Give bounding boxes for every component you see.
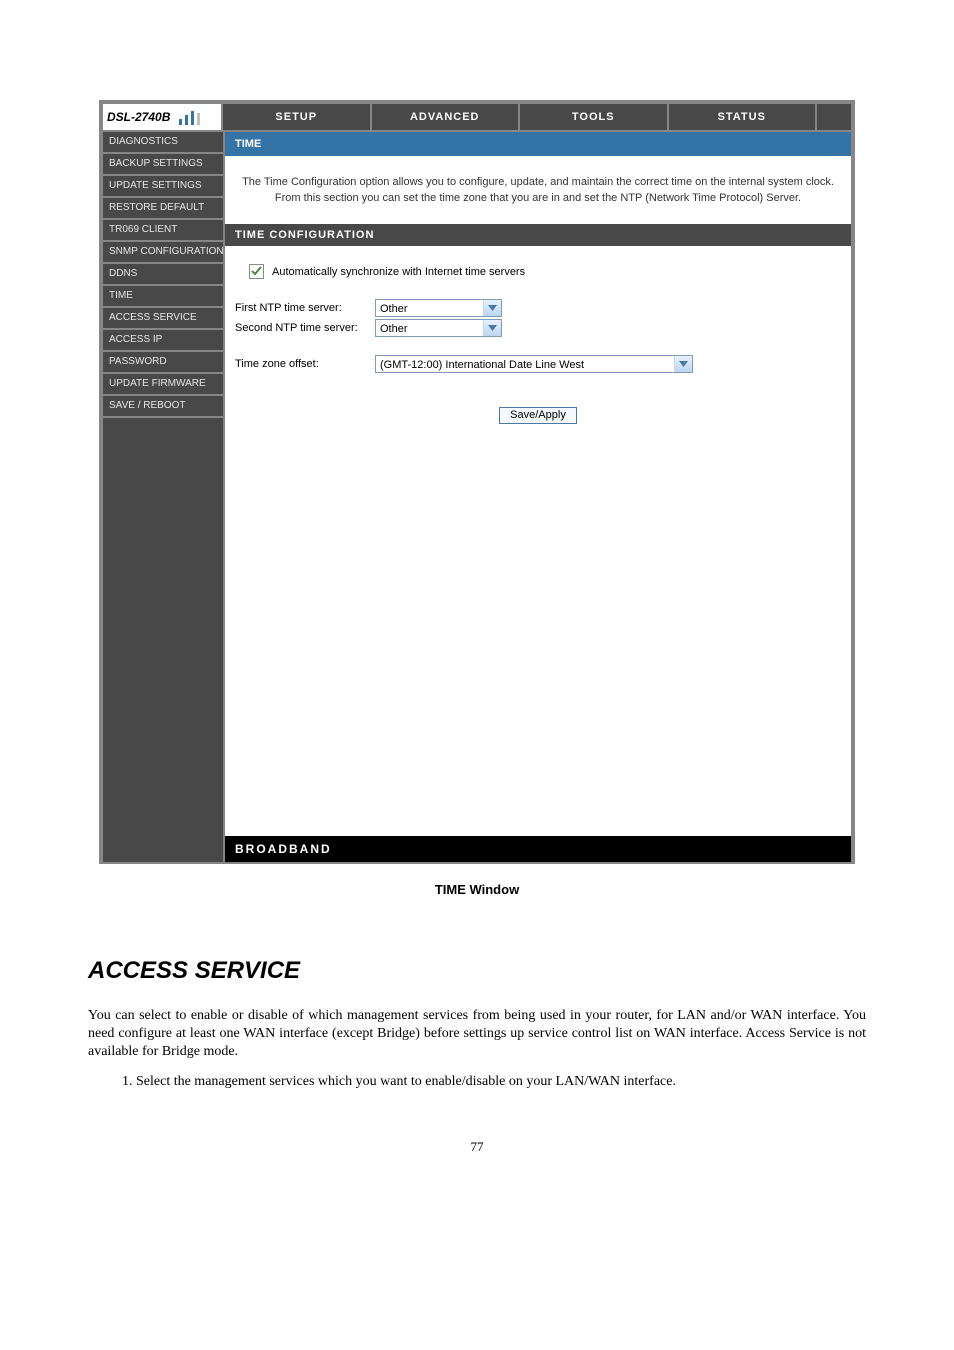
- ntp1-value: Other: [376, 300, 483, 316]
- top-tabs: SETUP ADVANCED TOOLS STATUS: [223, 104, 851, 130]
- device-logo: DSL-2740B: [103, 104, 223, 130]
- check-icon: [251, 266, 262, 277]
- brand-footer: BROADBAND: [225, 836, 851, 862]
- apply-row: Save/Apply: [235, 407, 841, 424]
- time-form: Automatically synchronize with Internet …: [225, 246, 851, 434]
- sidebar-item-access-service[interactable]: ACCESS SERVICE: [103, 308, 223, 330]
- top-bar: DSL-2740B SETUP ADVANCED TOOLS STATUS: [103, 104, 851, 132]
- sidebar-item-restore-default[interactable]: RESTORE DEFAULT: [103, 198, 223, 220]
- sidebar-item-save-reboot[interactable]: SAVE / REBOOT: [103, 396, 223, 418]
- autosync-checkbox[interactable]: [249, 264, 264, 279]
- tab-status[interactable]: STATUS: [669, 104, 818, 130]
- ntp2-select[interactable]: Other: [375, 319, 502, 337]
- sidebar-item-diagnostics[interactable]: DIAGNOSTICS: [103, 132, 223, 154]
- tz-label: Time zone offset:: [235, 358, 375, 370]
- sidebar-item-tr069-client[interactable]: TR069 CLIENT: [103, 220, 223, 242]
- doc-paragraph: You can select to enable or disable of w…: [88, 1007, 866, 1061]
- sidebar-item-snmp-configuration[interactable]: SNMP CONFIGURATION: [103, 242, 223, 264]
- tab-spacer: [817, 104, 851, 130]
- ntp2-row: Second NTP time server: Other: [235, 319, 841, 337]
- router-window: DSL-2740B SETUP ADVANCED TOOLS STATUS: [99, 100, 855, 864]
- sidebar-item-password[interactable]: PASSWORD: [103, 352, 223, 374]
- autosync-row: Automatically synchronize with Internet …: [249, 264, 841, 279]
- ntp2-value: Other: [376, 320, 483, 336]
- tz-value: (GMT-12:00) International Date Line West: [376, 356, 674, 372]
- tab-tools[interactable]: TOOLS: [520, 104, 669, 130]
- device-model: DSL-2740B: [107, 110, 170, 124]
- ntp1-label: First NTP time server:: [235, 302, 375, 314]
- page-number: 77: [88, 1139, 866, 1155]
- tab-setup[interactable]: SETUP: [223, 104, 372, 130]
- save-apply-button[interactable]: Save/Apply: [499, 407, 577, 424]
- doc-list-item: Select the management services which you…: [136, 1073, 866, 1091]
- chevron-down-icon: [674, 356, 692, 372]
- chevron-down-icon: [483, 300, 501, 316]
- signal-bars-icon: [176, 109, 200, 125]
- content-area: TIME The Time Configuration option allow…: [223, 132, 851, 862]
- sidebar-item-time[interactable]: TIME: [103, 286, 223, 308]
- doc-list: Select the management services which you…: [88, 1073, 866, 1091]
- autosync-label: Automatically synchronize with Internet …: [272, 266, 525, 278]
- tab-advanced[interactable]: ADVANCED: [372, 104, 521, 130]
- tz-row: Time zone offset: (GMT-12:00) Internatio…: [235, 355, 841, 373]
- doc-heading: ACCESS SERVICE: [88, 957, 866, 985]
- ntp1-select[interactable]: Other: [375, 299, 502, 317]
- ntp1-row: First NTP time server: Other: [235, 299, 841, 317]
- sidebar-item-update-firmware[interactable]: UPDATE FIRMWARE: [103, 374, 223, 396]
- sidebar-item-ddns[interactable]: DDNS: [103, 264, 223, 286]
- document-page: DSL-2740B SETUP ADVANCED TOOLS STATUS: [0, 0, 954, 1215]
- section-subheader: TIME CONFIGURATION: [225, 224, 851, 246]
- sidebar: DIAGNOSTICS BACKUP SETTINGS UPDATE SETTI…: [103, 132, 223, 862]
- sidebar-item-backup-settings[interactable]: BACKUP SETTINGS: [103, 154, 223, 176]
- sidebar-item-update-settings[interactable]: UPDATE SETTINGS: [103, 176, 223, 198]
- tz-select[interactable]: (GMT-12:00) International Date Line West: [375, 355, 693, 373]
- section-description: The Time Configuration option allows you…: [225, 156, 851, 224]
- router-body: DIAGNOSTICS BACKUP SETTINGS UPDATE SETTI…: [103, 132, 851, 862]
- section-title: TIME: [225, 132, 851, 156]
- sidebar-item-access-ip[interactable]: ACCESS IP: [103, 330, 223, 352]
- ntp2-label: Second NTP time server:: [235, 322, 375, 334]
- figure-caption: TIME Window: [88, 882, 866, 897]
- chevron-down-icon: [483, 320, 501, 336]
